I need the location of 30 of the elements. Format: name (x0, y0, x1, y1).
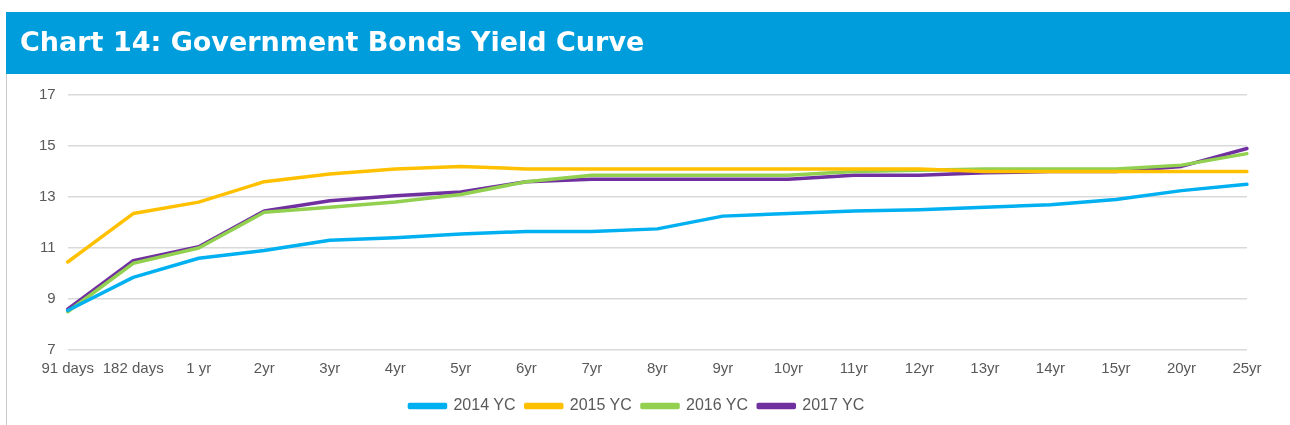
chart-title: Chart 14: Government Bonds Yield Curve (20, 26, 645, 57)
x-tick-label: 2yr (253, 359, 275, 377)
x-tick-label: 15yr (1101, 359, 1131, 377)
y-tick-label: 11 (40, 238, 56, 256)
x-tick-label: 25yr (1232, 359, 1262, 377)
y-tick-label: 15 (39, 136, 56, 154)
x-tick-label: 8yr (646, 359, 668, 377)
x-tick-label: 5yr (450, 359, 472, 377)
x-tick-label: 13yr (970, 359, 1000, 377)
x-tick-label: 10yr (773, 359, 803, 377)
x-tick-label: 3yr (319, 359, 341, 377)
y-tick-label: 13 (39, 187, 56, 205)
x-tick-label: 6yr (515, 359, 537, 377)
legend-label: 2014 YC (453, 396, 516, 414)
legend-label: 2015 YC (569, 396, 632, 414)
x-tick-label: 11yr (839, 359, 868, 377)
y-tick-label: 7 (47, 340, 56, 358)
x-tick-label: 9yr (712, 359, 734, 377)
legend-label: 2017 YC (802, 396, 865, 414)
x-tick-label: 14yr (1035, 359, 1066, 377)
x-tick-label: 12yr (904, 359, 935, 377)
legend-label: 2016 YC (686, 396, 748, 414)
x-tick-label: 7yr (581, 359, 603, 377)
x-tick-label: 91 days (41, 359, 94, 377)
x-tick-label: 182 days (102, 359, 164, 377)
y-tick-label: 9 (47, 289, 56, 307)
y-tick-label: 17 (39, 85, 56, 103)
x-tick-label: 20yr (1166, 359, 1197, 377)
x-tick-label: 4yr (384, 359, 406, 377)
x-tick-label: 1 yr (186, 359, 212, 377)
